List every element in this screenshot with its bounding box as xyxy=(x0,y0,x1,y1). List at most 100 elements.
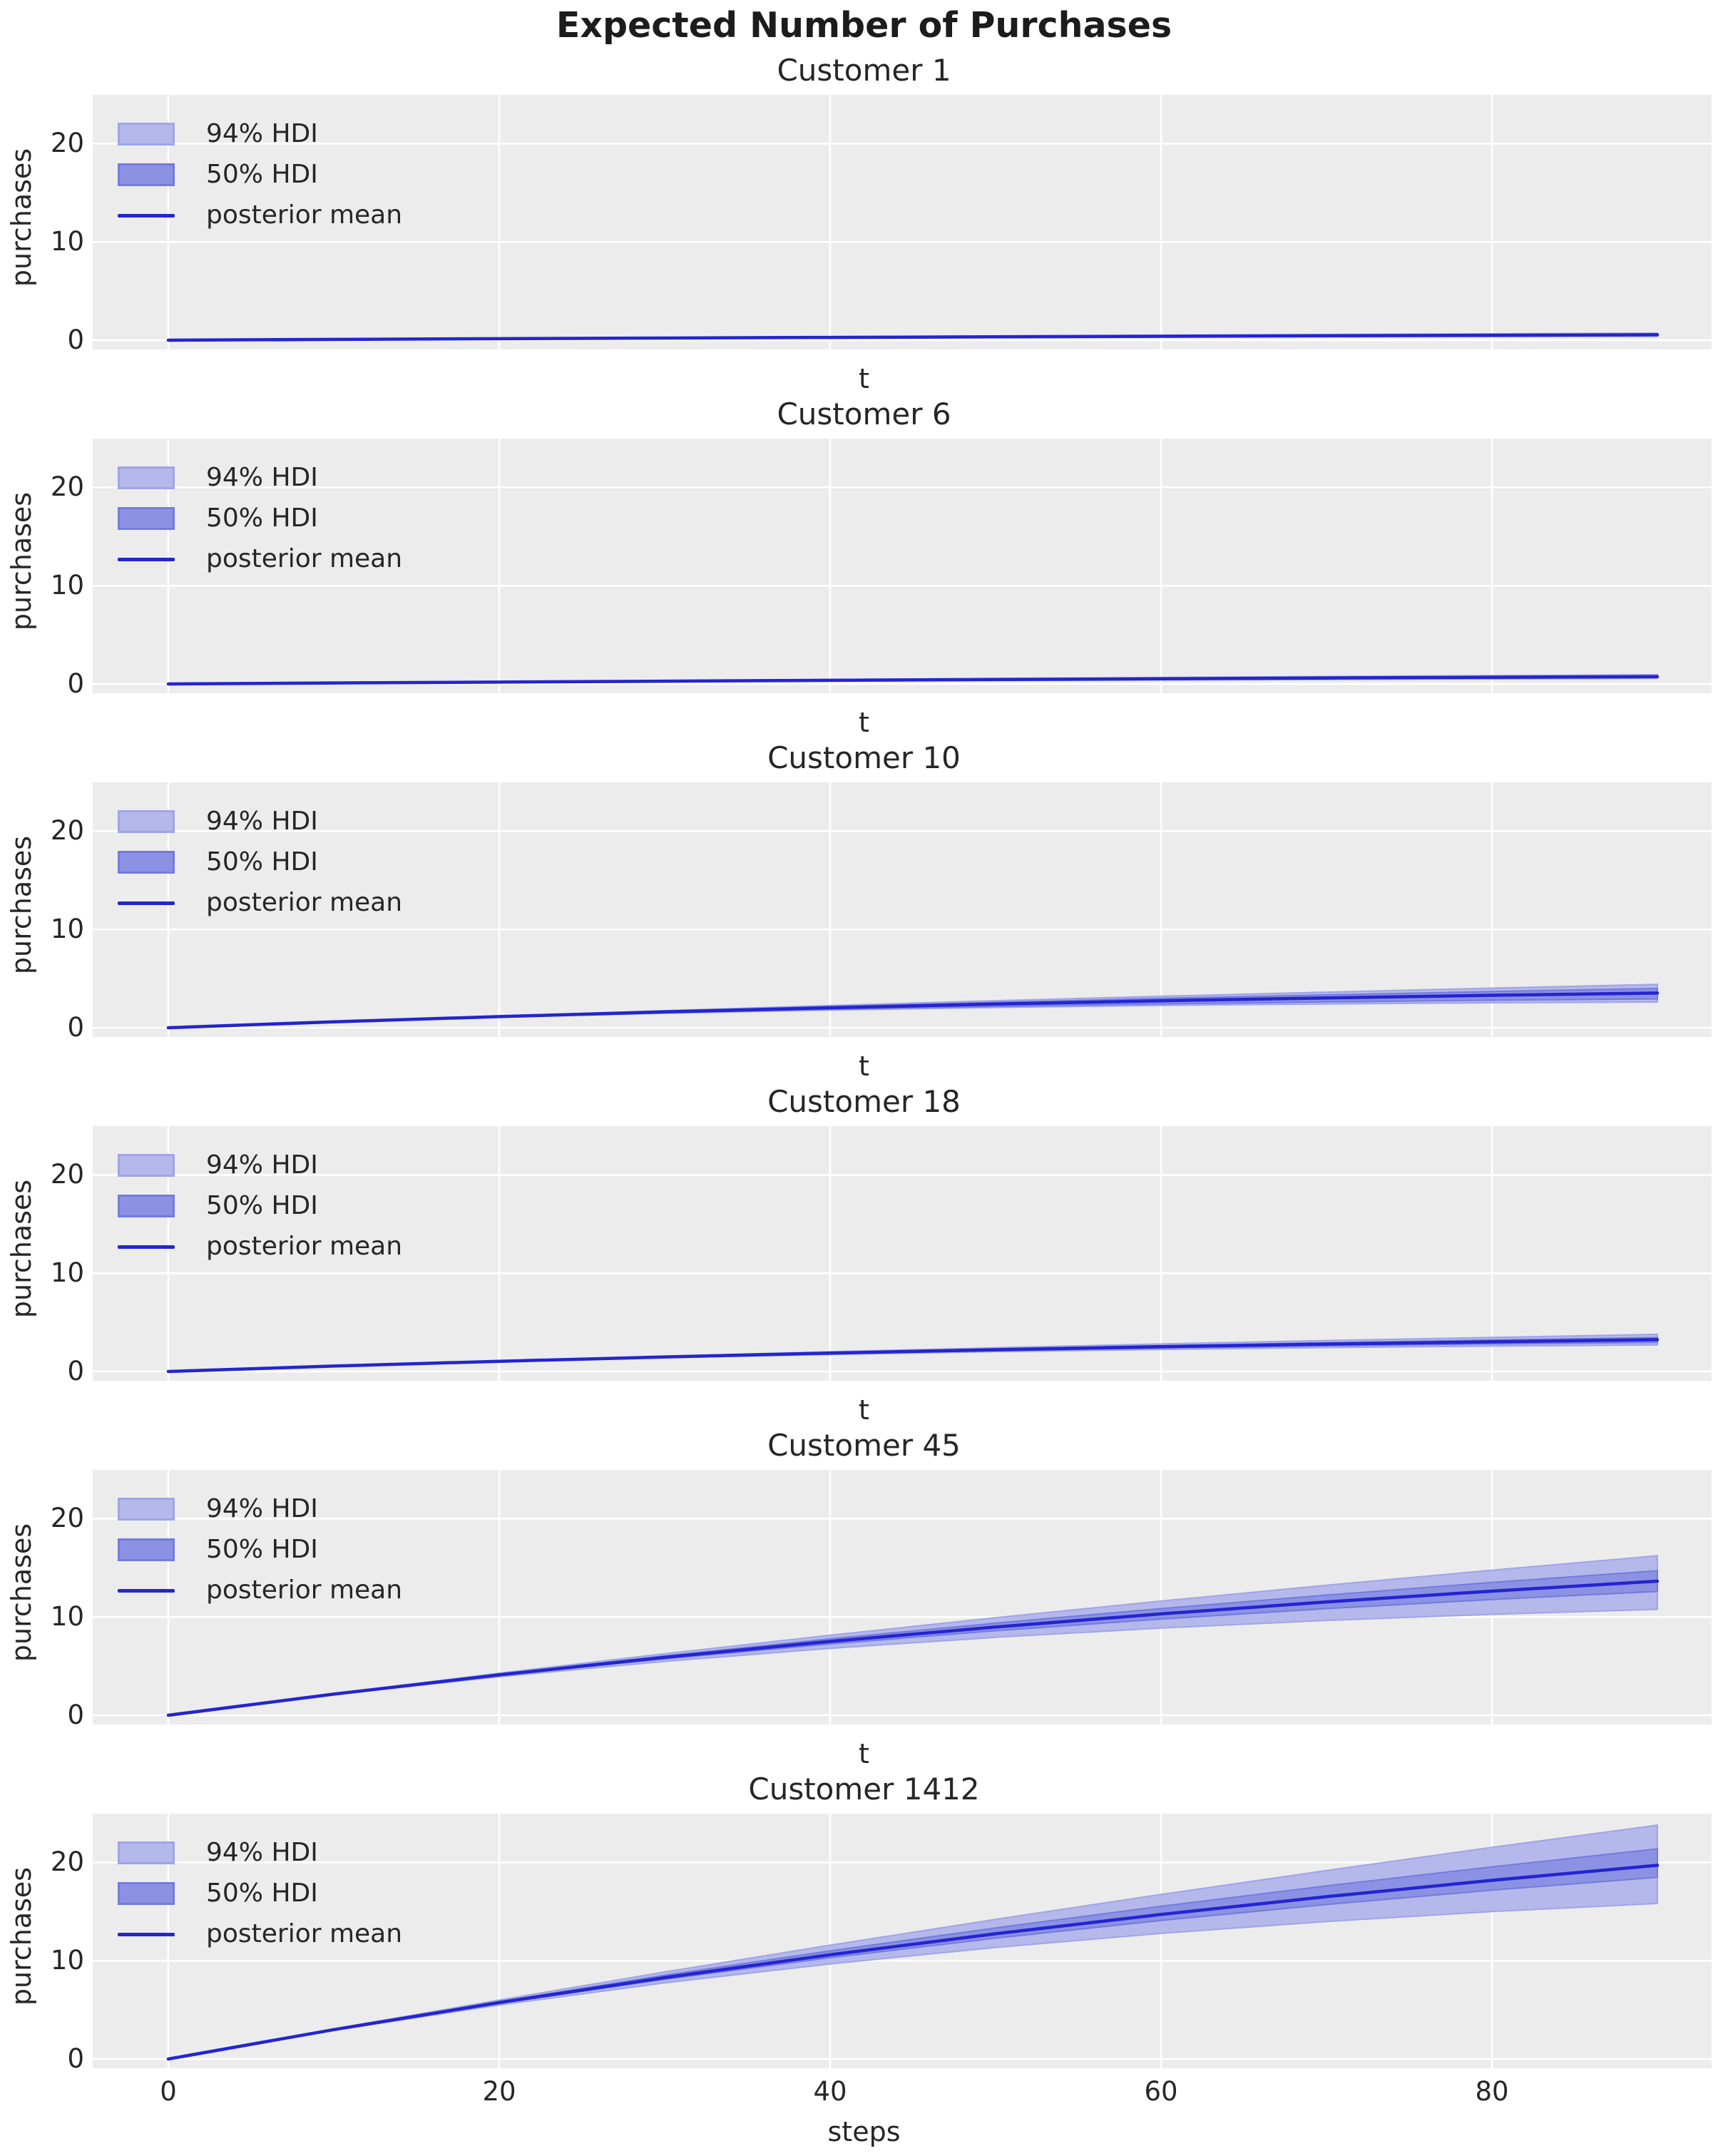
y-axis-label: purchases xyxy=(6,1523,37,1662)
legend-label: 50% HDI xyxy=(206,159,318,189)
legend-line-glyph xyxy=(118,557,175,561)
legend-entry-50-hdi: 50% HDI xyxy=(118,1185,402,1226)
legend-swatch-94-hdi-icon xyxy=(118,1153,175,1177)
y-axis-label: purchases xyxy=(6,835,37,975)
legend-label: 94% HDI xyxy=(206,1150,318,1180)
y-tick-label: 0 xyxy=(67,1700,84,1730)
plot-area xyxy=(93,439,1712,693)
y-tick-label: 0 xyxy=(67,2043,84,2074)
legend-line-icon xyxy=(118,1579,175,1602)
legend-label: 50% HDI xyxy=(206,503,318,533)
legend-swatch-94-hdi-icon xyxy=(118,1497,175,1521)
y-tick-label: 10 xyxy=(50,570,84,601)
y-tick-label: 20 xyxy=(50,1159,84,1190)
legend-label: 94% HDI xyxy=(206,1493,318,1523)
legend-label: 50% HDI xyxy=(206,1878,318,1908)
posterior-mean-line xyxy=(166,991,1660,1030)
legend-label: posterior mean xyxy=(206,1919,403,1948)
x-axis-label: t xyxy=(859,1738,869,1769)
subplot-title: Customer 6 xyxy=(777,397,951,431)
subplot-title: Customer 18 xyxy=(767,1084,961,1119)
legend-line-glyph xyxy=(118,1245,175,1249)
legend-entry-50-hdi: 50% HDI xyxy=(118,842,402,882)
legend-label: posterior mean xyxy=(206,1575,403,1605)
plot-area xyxy=(93,782,1712,1037)
posterior-mean-line xyxy=(166,1864,1660,2061)
y-tick-label: 10 xyxy=(50,914,84,945)
legend-entry-94-hdi: 94% HDI xyxy=(118,1832,402,1873)
x-tick-label: 60 xyxy=(1144,2076,1178,2107)
legend-entry-94-hdi: 94% HDI xyxy=(118,801,402,842)
x-axis-label: t xyxy=(859,1051,869,1082)
legend-line-glyph xyxy=(118,213,175,218)
legend-entry-94-hdi: 94% HDI xyxy=(118,1488,402,1529)
legend-line-glyph xyxy=(118,901,175,905)
legend: 94% HDI 50% HDI posterior mean xyxy=(118,457,402,579)
y-axis-label: purchases xyxy=(6,1866,37,2006)
legend-swatch-50-hdi-icon xyxy=(118,1194,175,1217)
subplot-title: Customer 10 xyxy=(767,740,961,775)
x-axis-label: t xyxy=(859,707,869,738)
legend-line-icon xyxy=(118,1235,175,1258)
legend-label: 50% HDI xyxy=(206,1534,318,1564)
posterior-mean-line xyxy=(166,333,1660,342)
y-tick-label: 10 xyxy=(50,1945,84,1976)
legend-entry-posterior-mean: posterior mean xyxy=(118,1914,402,1954)
posterior-mean-line xyxy=(166,1579,1660,1717)
y-tick-label: 0 xyxy=(67,1012,84,1043)
y-tick-label: 20 xyxy=(50,1503,84,1534)
legend-entry-50-hdi: 50% HDI xyxy=(118,154,402,195)
y-axis-label: purchases xyxy=(6,148,37,287)
legend: 94% HDI 50% HDI posterior mean xyxy=(118,1488,402,1610)
legend-label: 94% HDI xyxy=(206,118,318,148)
y-axis-label: purchases xyxy=(6,1179,37,1319)
y-tick-label: 0 xyxy=(67,1356,84,1386)
plot-area xyxy=(93,1470,1712,1725)
legend-line-icon xyxy=(118,1923,175,1946)
figure-title: Expected Number of Purchases xyxy=(556,5,1172,46)
legend-label: posterior mean xyxy=(206,200,403,230)
legend-entry-50-hdi: 50% HDI xyxy=(118,1529,402,1570)
legend-entry-posterior-mean: posterior mean xyxy=(118,1570,402,1610)
legend-line-icon xyxy=(118,891,175,914)
legend-line-glyph xyxy=(118,1588,175,1593)
legend-swatch-94-hdi-icon xyxy=(118,809,175,833)
legend-entry-94-hdi: 94% HDI xyxy=(118,1145,402,1185)
plot-area xyxy=(93,1126,1712,1381)
x-axis-label: t xyxy=(859,363,869,394)
legend-entry-94-hdi: 94% HDI xyxy=(118,457,402,498)
subplot-title: Customer 1 xyxy=(777,53,951,88)
legend-swatch-94-hdi-icon xyxy=(118,466,175,489)
x-tick-label: 40 xyxy=(813,2076,847,2107)
legend-label: posterior mean xyxy=(206,1231,403,1261)
legend-swatch-50-hdi-icon xyxy=(118,506,175,530)
legend-entry-posterior-mean: posterior mean xyxy=(118,882,402,923)
legend-label: 94% HDI xyxy=(206,1837,318,1867)
y-tick-label: 0 xyxy=(67,668,84,699)
legend: 94% HDI 50% HDI posterior mean xyxy=(118,113,402,235)
legend-label: 50% HDI xyxy=(206,847,318,877)
legend-entry-posterior-mean: posterior mean xyxy=(118,538,402,579)
y-tick-label: 20 xyxy=(50,815,84,847)
posterior-mean-line xyxy=(166,1338,1660,1374)
plot-background xyxy=(93,439,1712,693)
y-tick-label: 20 xyxy=(50,471,84,503)
legend-swatch-94-hdi-icon xyxy=(118,122,175,145)
x-axis-label: steps xyxy=(827,2116,901,2147)
legend: 94% HDI 50% HDI posterior mean xyxy=(118,1832,402,1954)
subplot-title: Customer 1412 xyxy=(748,1772,980,1807)
y-axis-label: purchases xyxy=(6,491,37,631)
legend-swatch-50-hdi-icon xyxy=(118,1881,175,1905)
legend-entry-50-hdi: 50% HDI xyxy=(118,498,402,538)
legend-swatch-50-hdi-icon xyxy=(118,163,175,186)
legend-line-glyph xyxy=(118,1932,175,1936)
legend-swatch-50-hdi-icon xyxy=(118,1538,175,1561)
subplot-title: Customer 45 xyxy=(767,1428,961,1463)
legend-label: 50% HDI xyxy=(206,1190,318,1220)
x-tick-label: 80 xyxy=(1475,2076,1509,2107)
posterior-mean-line xyxy=(166,675,1660,686)
legend-entry-posterior-mean: posterior mean xyxy=(118,195,402,235)
legend-line-icon xyxy=(118,548,175,571)
y-tick-label: 10 xyxy=(50,226,84,257)
legend-label: 94% HDI xyxy=(206,462,318,492)
